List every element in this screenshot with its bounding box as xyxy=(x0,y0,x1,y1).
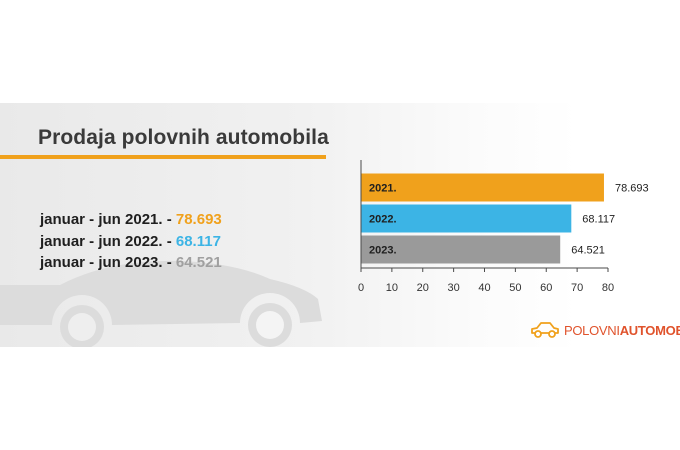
logo-text-part2: AUTOMOBILI xyxy=(619,322,680,338)
stats-list: januar - jun 2021. - 78.693 januar - jun… xyxy=(40,209,222,274)
bar-1 xyxy=(361,204,572,233)
data-label: 64.521 xyxy=(571,245,605,257)
stat-line-2022: januar - jun 2022. - 68.117 xyxy=(40,231,222,253)
bar-0 xyxy=(361,173,604,202)
data-label: 78.693 xyxy=(615,183,649,195)
stat-value: 78.693 xyxy=(175,211,222,228)
x-tick-label: 80 xyxy=(602,282,614,294)
car-icon xyxy=(531,322,559,338)
stat-line-2021: januar - jun 2021. - 78.693 xyxy=(40,209,222,231)
category-label: 2021. xyxy=(369,183,397,195)
stat-label: januar - jun 2021. - xyxy=(40,211,176,228)
bar-2 xyxy=(361,235,561,264)
title-underline xyxy=(0,155,326,159)
x-tick-label: 60 xyxy=(540,282,552,294)
page-title: Prodaja polovnih automobila xyxy=(38,126,329,149)
stat-value: 64.521 xyxy=(175,254,222,271)
stat-line-2023: januar - jun 2023. - 64.521 xyxy=(40,252,222,274)
stat-label: januar - jun 2022. - xyxy=(40,232,176,250)
x-tick-label: 50 xyxy=(509,282,521,294)
category-label: 2023. xyxy=(369,245,397,257)
x-tick-label: 20 xyxy=(417,282,429,294)
category-label: 2022. xyxy=(369,214,397,226)
data-label: 68.117 xyxy=(582,214,615,226)
car-silhouette-icon xyxy=(0,260,322,347)
logo-text: POLOVNIAUTOMOBILI xyxy=(564,323,680,338)
x-tick-label: 10 xyxy=(386,282,398,294)
x-tick-label: 30 xyxy=(448,282,460,294)
x-tick-label: 0 xyxy=(358,282,364,294)
brand-logo: POLOVNIAUTOMOBILI xyxy=(530,320,680,340)
stat-value: 68.117 xyxy=(175,232,221,250)
stat-label: januar - jun 2023. - xyxy=(40,254,176,271)
logo-text-part1: POLOVNI xyxy=(564,322,620,338)
x-tick-label: 40 xyxy=(478,282,490,294)
x-tick-label: 70 xyxy=(571,282,583,294)
